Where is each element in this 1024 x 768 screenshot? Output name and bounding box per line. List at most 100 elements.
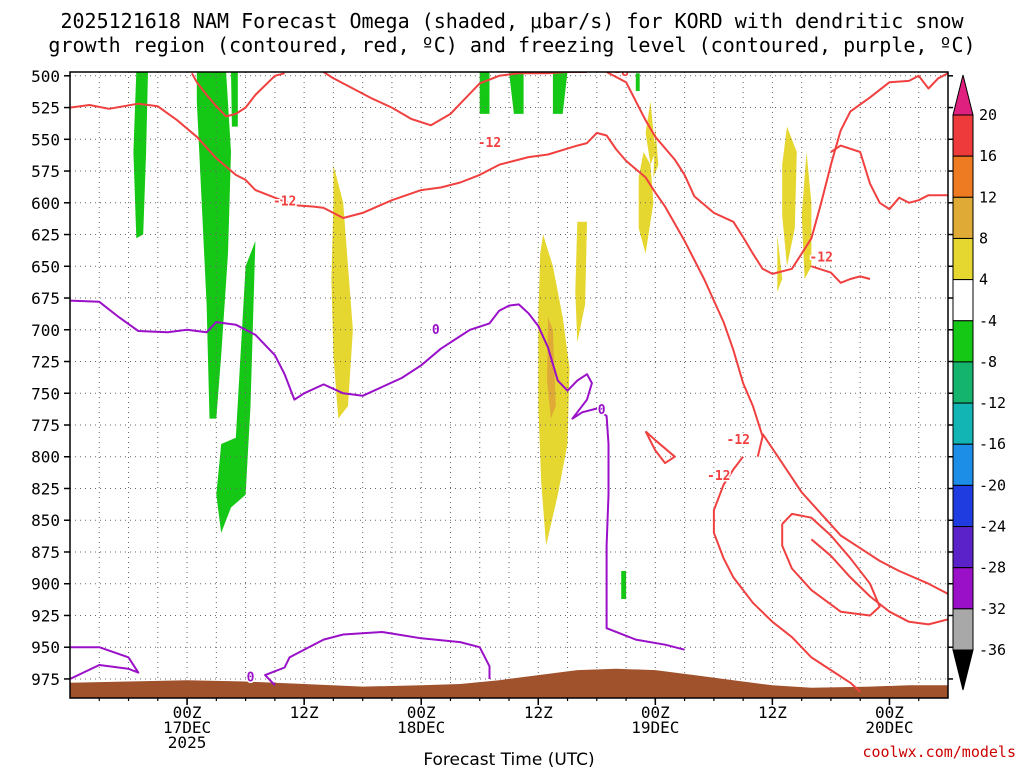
omega-negative-shade-6 (552, 72, 568, 114)
y-tick-label-700: 700 (31, 321, 60, 340)
colorbar-segment-11 (952, 567, 974, 610)
x-tick-label-4-1: 19DEC (631, 718, 679, 737)
omega-negative-shade-4 (479, 72, 490, 114)
y-tick-label-525: 525 (31, 99, 60, 118)
freezing-level-contour-1 (70, 646, 140, 680)
y-tick-label-875: 875 (31, 543, 60, 562)
colorbar-label-6: -8 (979, 353, 997, 371)
y-tick-label-800: 800 (31, 448, 60, 467)
colorbar-bottom-arrow (952, 649, 974, 691)
y-tick-label-750: 750 (31, 384, 60, 403)
dgz-contour-4 (830, 144, 948, 211)
dgz-contour-6 (712, 456, 861, 693)
y-tick-label-775: 775 (31, 416, 60, 435)
freezing-level-contour-2 (264, 631, 491, 686)
freezing-contour-label-1: 0 (598, 403, 606, 418)
dgz-contour-3 (606, 72, 948, 275)
x-tick-label-0-2: 2025 (168, 733, 207, 752)
omega-negative-shade-5 (509, 72, 524, 114)
freezing-contour-label-2: 0 (247, 671, 255, 686)
dgz-contour-7 (761, 433, 948, 626)
colorbar-label-5: -4 (979, 312, 997, 330)
y-tick-label-850: 850 (31, 511, 60, 530)
terrain-fill (70, 668, 948, 698)
omega-positive-shade-5 (782, 126, 797, 267)
colorbar-segment-12 (952, 608, 974, 651)
y-tick-label-625: 625 (31, 226, 60, 245)
plot-content: -12 -12 -8 -12 -12 -12 0 0 0 (70, 65, 948, 698)
colorbar-label-13: -36 (979, 641, 1006, 659)
colorbar-segment-7 (952, 402, 974, 445)
colorbar-label-2: 12 (979, 188, 997, 206)
colorbar-label-7: -12 (979, 394, 1006, 412)
dgz-contour-label-5: -12 (707, 469, 730, 484)
credit-text: coolwx.com/models (862, 743, 1016, 761)
dgz-contour-0 (70, 102, 764, 457)
omega-positive-shade-8 (777, 234, 783, 292)
x-tick-label-0-1: 17DEC (163, 718, 211, 737)
omega-positive-shade-4 (645, 101, 656, 165)
y-tick-label-675: 675 (31, 289, 60, 308)
y-tick-label-725: 725 (31, 353, 60, 372)
freezing-level-contour-0 (70, 299, 685, 651)
dgz-contour-5 (811, 265, 871, 284)
colorbar-segment-0 (952, 114, 974, 157)
plot-area: -12 -12 -8 -12 -12 -12 0 0 0 (70, 65, 948, 698)
dgz-contour-8 (781, 512, 881, 617)
colorbar-segment-10 (952, 526, 974, 569)
x-tick-label-3-0: 12Z (524, 703, 553, 722)
omega-negative-shade-7 (635, 73, 640, 91)
colorbar-segment-1 (952, 155, 974, 198)
dgz-contour-9 (644, 430, 676, 465)
x-tick-label-6-1: 20DEC (865, 718, 913, 737)
omega-positive-shade-3 (638, 152, 654, 254)
freezing-contour-label-0: 0 (432, 323, 440, 338)
omega-negative-shade-8 (621, 571, 627, 599)
x-tick-label-2-1: 18DEC (397, 718, 445, 737)
y-tick-label-650: 650 (31, 257, 60, 276)
colorbar-top-arrow (952, 74, 974, 116)
y-tick-label-550: 550 (31, 130, 60, 149)
dgz-contour-label-1: -12 (478, 136, 501, 151)
omega-negative-shade-1 (196, 72, 231, 419)
colorbar-segment-5 (952, 320, 974, 363)
omega-negative-shade-3 (216, 240, 256, 533)
dgz-contour-1 (191, 72, 285, 118)
colorbar-segment-6 (952, 361, 974, 404)
dgz-contour-label-3: -12 (809, 250, 832, 265)
colorbar-segment-3 (952, 237, 974, 281)
colorbar-label-11: -28 (979, 559, 1006, 577)
colorbar-segment-8 (952, 443, 974, 486)
x-tick-label-6-0: 00Z (875, 703, 904, 722)
colorbar-label-0: 20 (979, 106, 997, 124)
dgz-contour-label-4: -12 (727, 433, 750, 448)
y-tick-label-950: 950 (31, 638, 60, 657)
colorbar-label-1: 16 (979, 147, 997, 165)
dgz-contour-label-2: -8 (613, 65, 629, 80)
omega-positive-shade-7 (653, 126, 659, 178)
omega-positive-shade-2 (575, 221, 587, 343)
colorbar-label-4: 4 (979, 271, 988, 289)
omega-positive-shade-6 (801, 152, 812, 279)
omega-positive-shade-0 (331, 164, 353, 419)
colorbar-label-9: -20 (979, 476, 1006, 494)
y-tick-label-600: 600 (31, 194, 60, 213)
y-tick-label-900: 900 (31, 575, 60, 594)
dgz-contour-label-0: -12 (273, 195, 296, 210)
x-tick-label-4-0: 00Z (641, 703, 670, 722)
colorbar: 20 16 12 8 4 -4 -8 -12 -16 -20 -24 -28 -32 -36 (952, 74, 1006, 691)
omega-negative-shade-2 (231, 72, 238, 127)
colorbar-segment-2 (952, 196, 974, 239)
colorbar-label-10: -24 (979, 518, 1006, 536)
x-axis-label: Forecast Time (UTC) (423, 750, 594, 768)
colorbar-label-12: -32 (979, 600, 1006, 618)
axes: 500 525 550 575 600 625 650 675 700 725 750 775 800 8… (31, 67, 953, 752)
omega-positive-strong-shade-0 (547, 317, 556, 419)
colorbar-segment-4 (952, 279, 974, 322)
chart-title-line-1: 2025121618 NAM Forecast Omega (shaded, μ… (60, 9, 964, 33)
colorbar-label-8: -16 (979, 435, 1006, 453)
colorbar-label-3: 8 (979, 229, 988, 247)
y-tick-label-825: 825 (31, 479, 60, 498)
y-tick-label-925: 925 (31, 606, 60, 625)
